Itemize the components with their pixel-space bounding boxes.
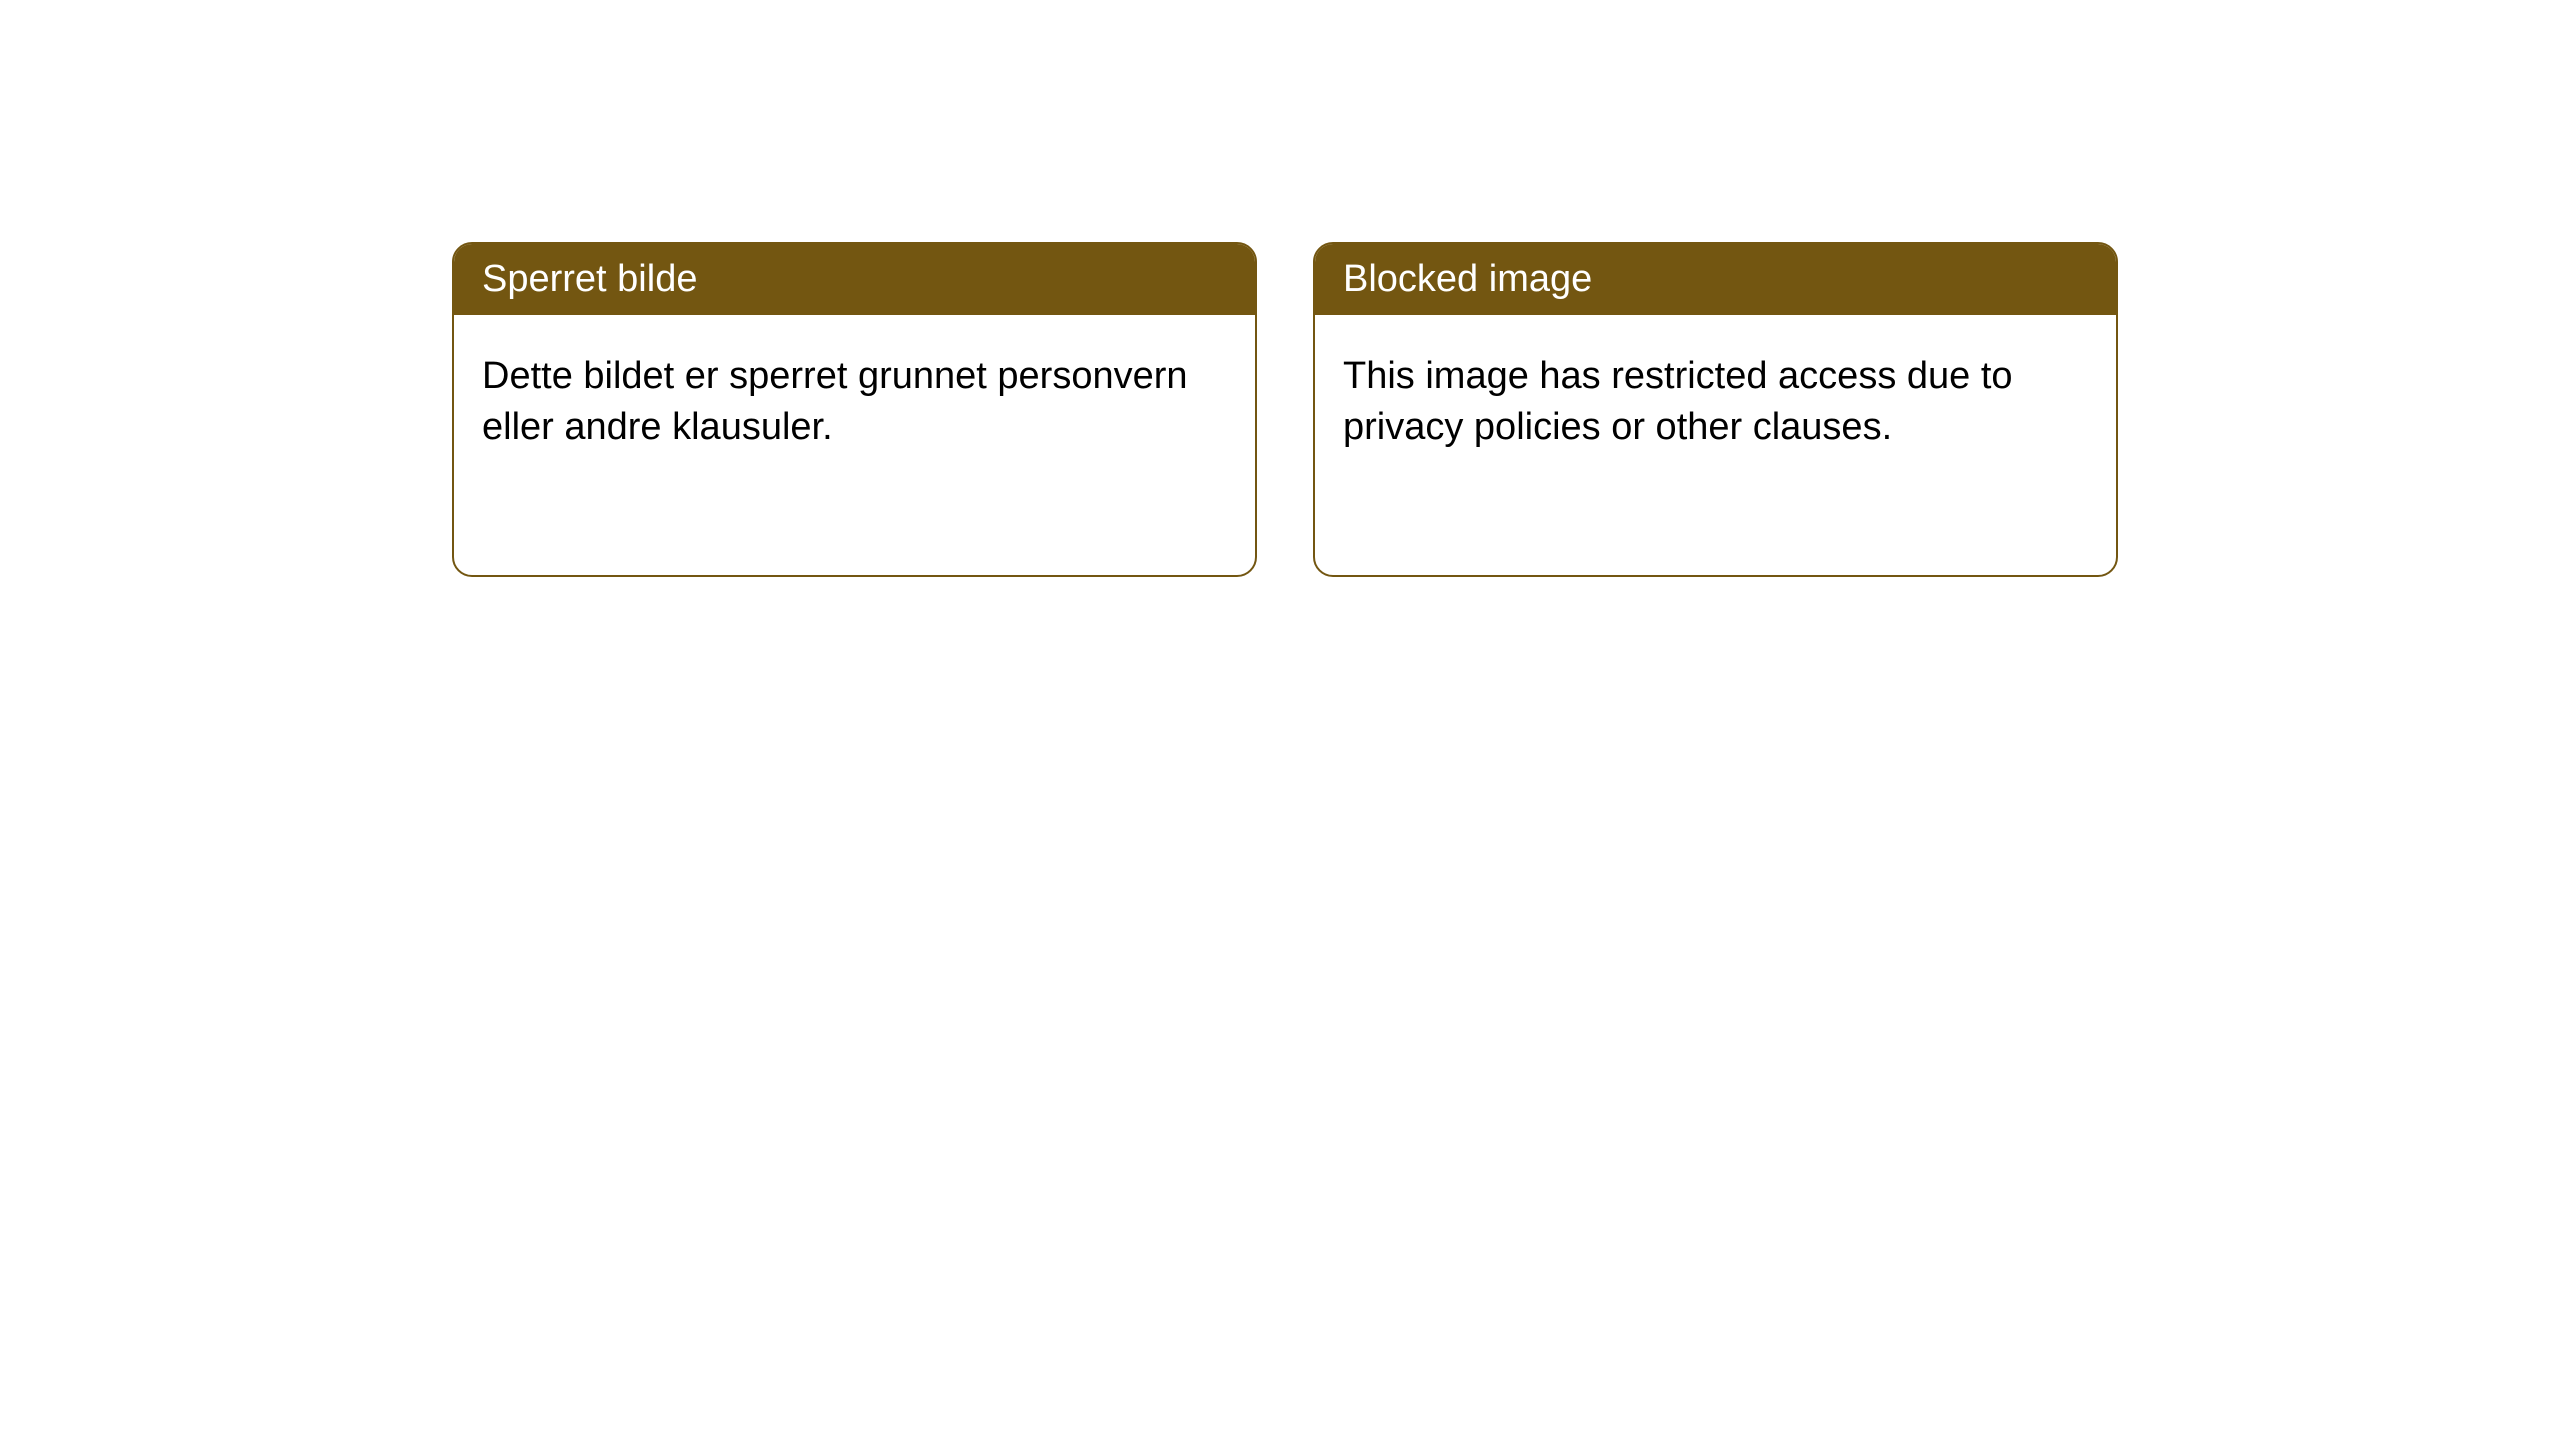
panel-body-text: This image has restricted access due to … [1343, 355, 2013, 448]
panel-title: Sperret bilde [482, 258, 697, 300]
panel-title: Blocked image [1343, 258, 1592, 300]
panel-body-text: Dette bildet er sperret grunnet personve… [482, 355, 1188, 448]
blocked-image-panel-no: Sperret bilde Dette bildet er sperret gr… [452, 242, 1257, 577]
panel-header: Blocked image [1315, 244, 2116, 315]
panel-body: This image has restricted access due to … [1315, 315, 2116, 490]
panel-header: Sperret bilde [454, 244, 1255, 315]
panels-container: Sperret bilde Dette bildet er sperret gr… [0, 0, 2560, 577]
panel-body: Dette bildet er sperret grunnet personve… [454, 315, 1255, 490]
blocked-image-panel-en: Blocked image This image has restricted … [1313, 242, 2118, 577]
